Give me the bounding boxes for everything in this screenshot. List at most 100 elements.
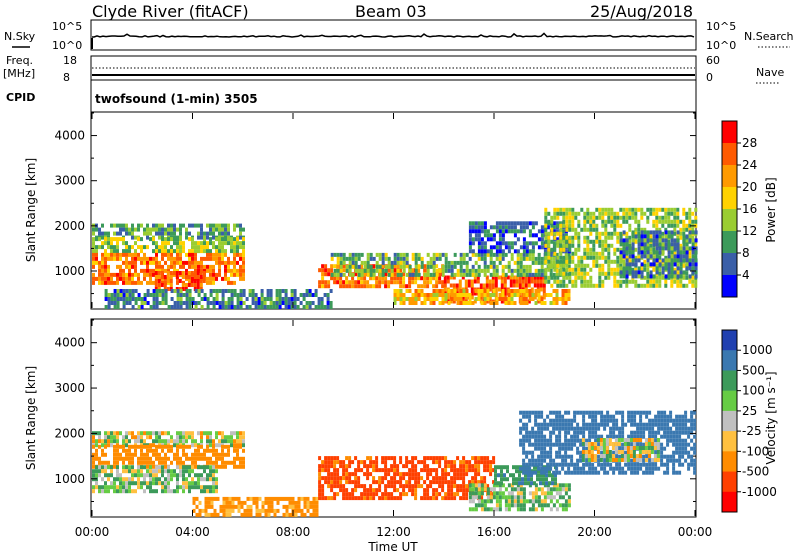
power-cell <box>607 275 611 280</box>
power-cell <box>169 275 173 279</box>
velocity-cell <box>233 448 236 453</box>
velocity-cell <box>110 481 113 486</box>
power-cell <box>562 247 566 252</box>
power-cell <box>152 305 156 309</box>
power-cell <box>426 284 430 289</box>
velocity-cell <box>663 426 667 431</box>
power-cell <box>218 305 222 309</box>
velocity-cell <box>221 435 224 440</box>
velocity-cell <box>654 418 658 423</box>
power-ylabel: Slant Range [km] <box>24 158 38 262</box>
power-cell <box>435 272 439 277</box>
power-cell <box>203 264 206 269</box>
power-cell <box>589 231 593 236</box>
power-cell <box>239 305 243 309</box>
power-cell <box>531 297 535 301</box>
power-cell <box>236 301 240 305</box>
power-cell <box>194 249 197 254</box>
velocity-cell <box>693 410 697 415</box>
velocity-cell <box>555 414 559 419</box>
power-cell <box>209 293 213 297</box>
velocity-cell <box>101 443 104 448</box>
power-cell <box>329 301 333 305</box>
power-cell <box>640 270 644 275</box>
power-cell <box>537 252 541 257</box>
power-cell <box>580 283 584 288</box>
velocity-region-7 <box>519 410 697 475</box>
power-cell <box>107 245 110 250</box>
velocity-cell <box>522 458 526 463</box>
velocity-cell <box>444 476 448 481</box>
velocity-cell <box>119 452 122 457</box>
velocity-cell <box>128 452 131 457</box>
power-cell <box>694 266 698 271</box>
power-cell <box>483 245 487 250</box>
velocity-cell <box>621 414 625 419</box>
power-cell <box>411 272 415 277</box>
power-cell <box>658 271 662 276</box>
power-cell <box>598 267 602 272</box>
power-cell <box>441 280 445 285</box>
power-cell <box>507 268 511 273</box>
power-cell <box>568 275 572 280</box>
velocity-cell <box>462 488 466 493</box>
velocity-cell <box>170 448 173 453</box>
power-cell <box>527 283 531 288</box>
power-cell <box>616 283 620 288</box>
power-cell <box>197 249 200 254</box>
power-cell <box>339 284 343 289</box>
power-cell <box>191 264 194 269</box>
power-cell <box>571 235 575 240</box>
power-cell <box>613 271 617 276</box>
power-cell <box>239 231 242 236</box>
power-cell <box>98 268 101 273</box>
velocity-cell <box>660 454 664 459</box>
power-cell <box>531 225 535 230</box>
power-cell <box>137 245 140 250</box>
power-cell <box>589 239 593 244</box>
power-cell <box>107 276 110 281</box>
power-cell <box>492 245 496 250</box>
power-cell <box>194 241 197 246</box>
velocity-cell <box>282 504 286 509</box>
power-cell <box>164 249 167 254</box>
velocity-cell <box>146 473 149 478</box>
velocity-cell <box>158 477 161 482</box>
power-cell <box>640 246 644 251</box>
power-cell <box>449 283 453 288</box>
velocity-cell <box>669 410 673 415</box>
velocity-cell <box>219 508 223 513</box>
velocity-cell <box>188 481 191 486</box>
velocity-cell <box>113 452 116 457</box>
power-cell <box>450 264 454 269</box>
velocity-cell <box>497 465 500 470</box>
power-cell <box>128 227 131 232</box>
power-cell <box>462 252 466 257</box>
power-cell <box>522 256 526 261</box>
power-cell <box>378 284 382 289</box>
velocity-cell <box>543 422 547 427</box>
power-cell <box>568 267 572 272</box>
velocity-cell <box>402 464 406 469</box>
power-cell <box>215 227 218 232</box>
velocity-cell <box>438 476 442 481</box>
power-cell <box>670 279 674 284</box>
power-cell <box>649 243 653 248</box>
power-cell <box>525 293 529 297</box>
power-cell <box>393 276 397 281</box>
power-cell <box>486 233 490 238</box>
velocity-cell <box>429 496 433 501</box>
power-cell <box>542 283 546 288</box>
power-cell <box>506 275 510 280</box>
power-cell <box>667 254 671 259</box>
velocity-cell <box>188 435 191 440</box>
power-cell <box>549 268 553 273</box>
power-cell <box>242 227 245 232</box>
velocity-cell <box>240 512 244 517</box>
velocity-cell <box>657 426 661 431</box>
velocity-cell <box>167 477 170 482</box>
velocity-cell <box>342 488 346 493</box>
power-cell <box>254 305 258 309</box>
power-cell <box>559 259 563 264</box>
power-cell <box>161 223 164 228</box>
